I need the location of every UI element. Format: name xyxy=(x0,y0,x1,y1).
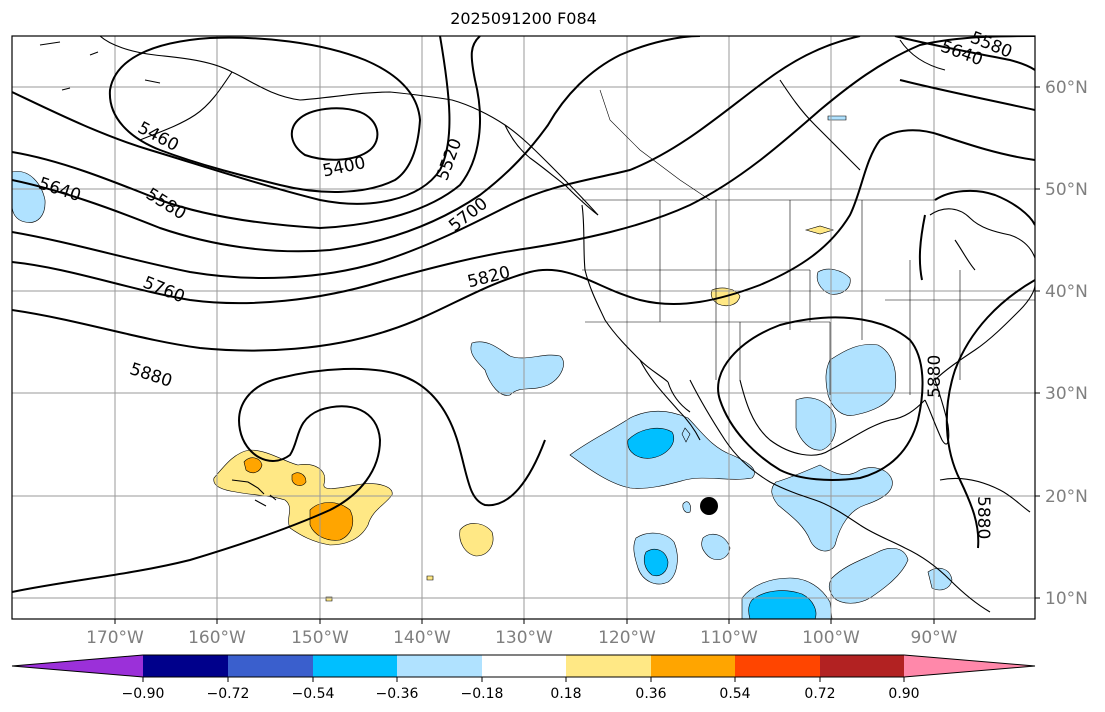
blue-shade-small-1 xyxy=(682,501,691,513)
hudson-area xyxy=(779,39,946,171)
coastlines xyxy=(39,36,1035,613)
colorbar-label: 0.90 xyxy=(888,686,919,702)
colorbar-extend-min xyxy=(12,655,143,677)
alaska-peninsula xyxy=(139,71,233,141)
lon-label-130w: 130°W xyxy=(495,628,553,648)
colorbar-label: −0.54 xyxy=(292,686,335,702)
contour-5700-ne xyxy=(899,79,1035,111)
colorbar-segment xyxy=(143,655,228,677)
colorbar-segment xyxy=(228,655,313,677)
great-lakes xyxy=(929,208,1035,271)
blue-shade-small-mexico xyxy=(701,533,731,561)
contour-5820-east xyxy=(918,189,1035,281)
lon-label-170w: 170°W xyxy=(86,628,144,648)
cyan-shade-mexico-west xyxy=(627,427,674,459)
baja-california xyxy=(639,359,701,441)
lat-label-50n: 50°N xyxy=(1045,180,1088,200)
colorbar-label: −0.36 xyxy=(376,686,419,702)
blue-shade-central-pacific xyxy=(470,341,564,396)
map-title: 2025091200 F084 xyxy=(450,9,597,28)
colorbar-segment xyxy=(566,655,651,677)
lon-label-140w: 140°W xyxy=(393,628,451,648)
central-america xyxy=(859,524,991,613)
lon-label-160w: 160°W xyxy=(188,628,246,648)
lat-label-40n: 40°N xyxy=(1045,282,1088,302)
yellow-shade-dakota xyxy=(804,225,835,235)
lat-label-30n: 30°N xyxy=(1045,384,1088,404)
storm-center-marker xyxy=(700,497,718,515)
blue-shade-w-edge xyxy=(12,171,46,223)
lon-label-90w: 90°W xyxy=(911,628,958,648)
alaska-coast xyxy=(99,36,599,216)
latitude-axis xyxy=(1035,86,1040,599)
orange-shade-hawaii-west xyxy=(243,457,263,474)
gulf-coast xyxy=(739,379,926,456)
lon-label-120w: 120°W xyxy=(598,628,656,648)
lat-label-10n: 10°N xyxy=(1045,589,1088,609)
cuba xyxy=(939,477,1031,513)
lon-label-110w: 110°W xyxy=(700,628,758,648)
lon-label-100w: 100°W xyxy=(802,628,860,648)
cyan-shade-pacific-south xyxy=(643,549,669,577)
orange-shade-hawaii-center xyxy=(291,472,307,486)
bering-islands xyxy=(39,41,161,91)
orange-shade-hawaii-east xyxy=(309,502,353,541)
blue-shade-texas xyxy=(825,344,897,416)
us-west-coast xyxy=(581,204,669,383)
colorbar-segment xyxy=(651,655,735,677)
yellow-shade-pacific xyxy=(459,523,494,557)
contour-label-5880-atlantic: 5880 xyxy=(973,496,993,539)
yellow-shade-dot-1 xyxy=(426,575,434,581)
colorbar-segment xyxy=(313,655,397,677)
canada-coast xyxy=(504,124,599,216)
colorbar-label: 0.54 xyxy=(719,686,750,702)
contour-label-5880-us: 5880 xyxy=(925,355,945,398)
contour-5700 xyxy=(12,36,861,279)
colorbar: −0.90 −0.72 −0.54 −0.36 −0.18 0.18 0.36 … xyxy=(11,654,1036,702)
contour-5400 xyxy=(290,107,379,161)
blue-shade-texas-south xyxy=(795,397,837,451)
hawaii-islands xyxy=(231,479,277,507)
blue-shade-central-america xyxy=(828,547,909,604)
state-borders xyxy=(582,89,1035,395)
contour-5880-atlantic xyxy=(945,279,1035,549)
colorbar-label: −0.72 xyxy=(207,686,250,702)
height-contours xyxy=(12,36,1035,593)
contour-5640 xyxy=(12,36,701,253)
lat-label-20n: 20°N xyxy=(1045,487,1088,507)
colorbar-segment xyxy=(397,655,482,677)
mexico-west-coast xyxy=(689,379,861,526)
lat-label-60n: 60°N xyxy=(1045,78,1088,98)
colorbar-extend-max xyxy=(904,655,1035,677)
contour-5520 xyxy=(12,36,451,205)
colorbar-label: −0.90 xyxy=(122,686,165,702)
contour-5880-us xyxy=(717,316,924,481)
contour-5760 xyxy=(12,36,1035,305)
blue-shade-canada xyxy=(827,115,847,121)
colorbar-label: −0.18 xyxy=(461,686,504,702)
colorbar-segment xyxy=(820,655,904,677)
colorbar-label: 0.72 xyxy=(804,686,835,702)
colorbar-label: 0.18 xyxy=(550,686,581,702)
east-coast xyxy=(934,284,1035,381)
contour-5820 xyxy=(12,129,1035,352)
contour-5460 xyxy=(108,36,422,193)
colorbar-segment xyxy=(735,655,820,677)
contour-5640-ne xyxy=(894,36,1035,71)
colorbar-label: 0.36 xyxy=(635,686,666,702)
colorbar-segment xyxy=(482,655,566,677)
blue-shade-small-2 xyxy=(681,427,691,443)
contour-5880-pacific xyxy=(12,367,546,593)
contour-5580 xyxy=(12,36,481,230)
longitude-axis xyxy=(114,619,935,624)
lon-label-150w: 150°W xyxy=(291,628,349,648)
graticule xyxy=(12,36,1035,619)
